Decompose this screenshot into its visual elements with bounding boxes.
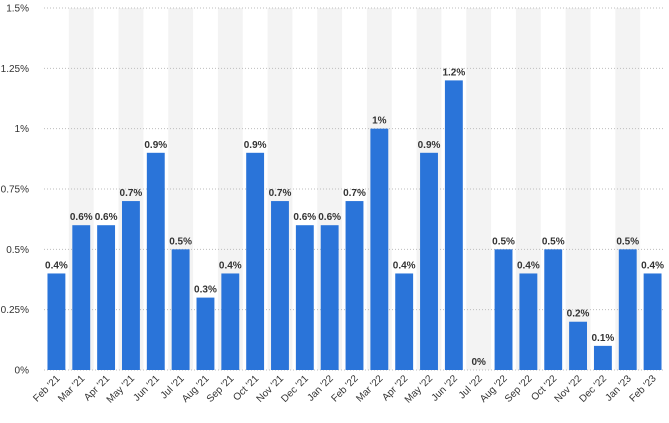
x-tick-label: Sep '22 [503,373,535,405]
data-label: 0.5% [169,236,192,247]
data-label: 0.7% [269,188,292,199]
bar[interactable] [618,249,637,370]
x-tick-label: Sep '21 [205,373,237,405]
bar[interactable] [643,273,662,370]
bar[interactable] [544,249,563,370]
y-axis: 0% 0.25% 0.5% 0.75% 1% 1.25% 1.5% [1,4,29,377]
data-label: 0.4% [641,260,664,271]
bar[interactable] [420,152,438,370]
data-label: 0.7% [343,188,366,199]
bar[interactable] [146,152,165,370]
bar[interactable] [121,201,140,370]
bar[interactable] [196,297,215,370]
data-label: 0% [471,357,486,368]
bar[interactable] [320,225,339,370]
x-tick-label: Dec '22 [577,373,609,405]
data-label: 0.4% [517,260,540,271]
y-tick-label: 0% [15,366,30,377]
y-tick-label: 0.25% [1,305,29,316]
data-label: 0.4% [219,260,242,271]
data-label: 0.2% [567,309,590,320]
data-label: 0.5% [492,236,515,247]
data-label: 0.4% [393,260,416,271]
bar[interactable] [97,225,116,370]
x-tick-label: Jun '22 [430,373,461,404]
bar[interactable] [221,273,240,370]
bar[interactable] [246,152,265,370]
data-label: 0.5% [542,236,565,247]
bars [47,80,662,371]
bar[interactable] [519,273,538,370]
data-label: 0.9% [144,140,167,151]
y-tick-label: 1.5% [6,4,29,15]
data-labels: 0.4%0.6% 0.6%0.7%0.9%0.5%0.3%0.4%0.9%0.7%… [45,67,664,368]
bar[interactable] [345,201,364,370]
bar[interactable] [295,225,314,370]
data-label: 0.5% [616,236,639,247]
bar[interactable] [395,273,414,370]
bar[interactable] [271,201,289,370]
data-label: 0.3% [194,285,217,296]
data-label: 0.7% [120,188,143,199]
bar[interactable] [171,249,190,370]
x-tick-label: Feb '23 [628,373,659,404]
data-label: 0.6% [293,212,316,223]
bar[interactable] [569,321,588,370]
data-label: 0.6% [318,212,341,223]
data-label: 0.9% [418,140,441,151]
data-label: 0.6% [95,212,118,223]
x-tick-label: May '21 [105,373,138,406]
bar[interactable] [47,273,66,370]
x-tick-label: Jun '21 [132,373,163,404]
data-label: 1% [372,116,387,127]
bar[interactable] [370,128,389,370]
y-tick-label: 0.5% [6,245,29,256]
bar[interactable] [444,80,463,371]
x-tick-label: May '22 [403,373,436,406]
data-label: 0.4% [45,260,68,271]
x-tick-label: Dec '21 [279,373,311,405]
bar[interactable] [593,345,612,370]
bar[interactable] [72,225,91,370]
bar[interactable] [494,249,513,370]
x-tick-label: Mar '21 [56,373,87,404]
data-label: 0.6% [70,212,93,223]
y-tick-label: 1% [15,124,30,135]
data-label: 1.2% [442,67,465,78]
x-tick-label: Mar '22 [354,373,385,404]
y-tick-label: 1.25% [1,64,29,75]
data-label: 0.1% [592,333,615,344]
y-tick-label: 0.75% [1,185,29,196]
data-label: 0.9% [244,140,267,151]
